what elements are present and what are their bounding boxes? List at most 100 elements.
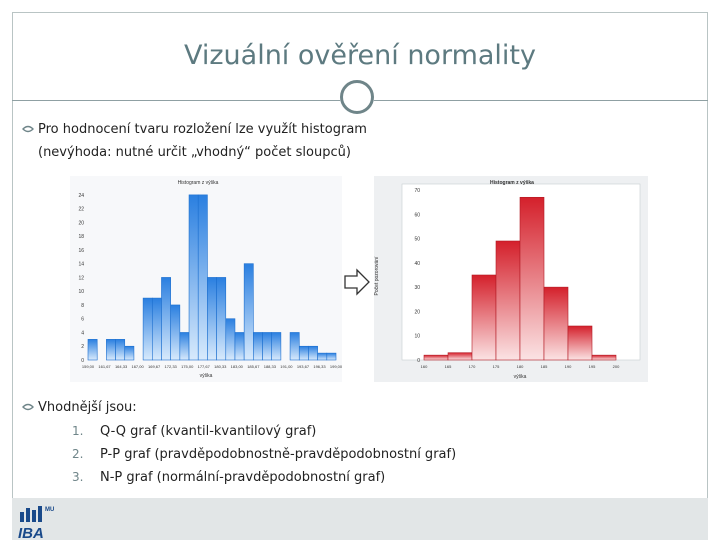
- blue-xtick-label: 177,67: [198, 364, 211, 369]
- red-bar: [591, 354, 617, 361]
- red-bar: [423, 354, 449, 361]
- blue-bar: [326, 352, 337, 361]
- blue-ytick-label: 6: [81, 317, 84, 323]
- blue-bar: [115, 339, 126, 361]
- bullet-line-1: Pro hodnocení tvaru rozložení lze využít…: [38, 122, 367, 137]
- red-ytick-label: 30: [414, 285, 420, 291]
- blue-ytick-label: 12: [78, 275, 84, 281]
- blue-chart-xlabel: výška: [200, 373, 213, 379]
- list-item: 3. N-P graf (normální-pravděpodobnostní …: [72, 466, 456, 489]
- red-xtick-label: 170: [469, 364, 476, 369]
- bullet-icon: [22, 403, 34, 411]
- blue-xtick-label: 188,33: [264, 364, 277, 369]
- red-chart-ylabel: Počet pozorování: [374, 256, 380, 296]
- blue-ytick-label: 0: [81, 358, 84, 364]
- list-text: N-P graf (normální-pravděpodobnostní gra…: [100, 470, 386, 485]
- blue-xtick-label: 161,67: [98, 364, 111, 369]
- red-ytick-label: 0: [417, 358, 420, 364]
- iba-logo: MU IBA: [18, 506, 54, 540]
- blue-ytick-label: 8: [81, 303, 84, 309]
- blue-bar: [142, 297, 153, 361]
- red-ytick-label: 40: [414, 261, 420, 267]
- blue-ytick-label: 2: [81, 344, 84, 350]
- blue-xtick-label: 159,00: [82, 364, 95, 369]
- list-number: 1.: [72, 424, 84, 438]
- red-chart-title: Histogram z výška: [490, 180, 534, 186]
- blue-bar: [106, 339, 116, 361]
- blue-xtick-label: 167,00: [131, 364, 144, 369]
- bullet-icon: [22, 125, 34, 133]
- blue-ytick-label: 14: [78, 262, 84, 268]
- methods-list: 1. Q-Q graf (kvantil-kvantilový graf) 2.…: [72, 420, 456, 489]
- red-bar: [543, 286, 569, 361]
- blue-xtick-label: 199,00: [330, 364, 342, 369]
- blue-bar: [308, 345, 318, 361]
- title-divider-left: [12, 100, 340, 101]
- blue-ytick-label: 10: [78, 289, 84, 295]
- list-number: 2.: [72, 447, 84, 461]
- blue-bar: [161, 277, 171, 361]
- red-chart-xlabel: výška: [514, 374, 527, 380]
- red-xtick-label: 200: [613, 364, 620, 369]
- blue-bar: [124, 345, 135, 361]
- slide-title: Vizuální ověření normality: [183, 40, 536, 71]
- red-bar: [447, 352, 473, 361]
- blue-xtick-label: 191,00: [280, 364, 293, 369]
- blue-bar: [253, 332, 263, 361]
- blue-ytick-label: 18: [78, 234, 84, 240]
- blue-xtick-label: 169,67: [148, 364, 161, 369]
- red-ytick-label: 50: [414, 237, 420, 243]
- list-number: 3.: [72, 470, 84, 484]
- blue-bar: [298, 345, 309, 361]
- red-bar: [519, 196, 545, 361]
- list-text: Q-Q graf (kvantil-kvantilový graf): [100, 424, 317, 439]
- blue-bar: [262, 332, 273, 361]
- blue-ytick-label: 16: [78, 248, 84, 254]
- red-xtick-label: 175: [493, 364, 500, 369]
- blue-chart-title: Histogram z výška: [178, 180, 219, 186]
- bullet-text: Vhodnější jsou:: [38, 400, 137, 415]
- red-xtick-label: 160: [421, 364, 428, 369]
- divider-circle-icon: [340, 80, 374, 114]
- histogram-red: Histogram z výška výška Počet pozorování…: [374, 176, 648, 382]
- red-bar: [471, 274, 497, 361]
- blue-bar: [188, 194, 199, 361]
- red-xtick-label: 195: [589, 364, 596, 369]
- blue-ytick-label: 4: [81, 330, 84, 336]
- red-ytick-label: 20: [414, 309, 420, 315]
- blue-bar: [170, 304, 181, 361]
- red-ytick-label: 70: [414, 188, 420, 194]
- title-divider-right: [374, 100, 708, 101]
- logo-text: IBA: [18, 525, 44, 540]
- blue-bar: [87, 339, 98, 361]
- list-item: 1. Q-Q graf (kvantil-kvantilový graf): [72, 420, 456, 443]
- blue-bar: [317, 352, 328, 361]
- red-ytick-label: 10: [414, 334, 420, 340]
- list-item: 2. P-P graf (pravděpodobnostně-pravděpod…: [72, 443, 456, 466]
- footer-bar: [12, 498, 708, 540]
- blue-bar: [207, 277, 217, 361]
- red-bar: [567, 325, 593, 361]
- blue-bar: [151, 297, 162, 361]
- red-xtick-label: 190: [565, 364, 572, 369]
- red-ytick-label: 60: [414, 212, 420, 218]
- blue-xtick-label: 172,33: [165, 364, 178, 369]
- blue-bar: [216, 277, 227, 361]
- list-text: P-P graf (pravděpodobnostně-pravděpodobn…: [100, 447, 457, 462]
- blue-ytick-label: 22: [78, 207, 84, 213]
- blue-xtick-label: 185,67: [247, 364, 260, 369]
- arrow-right-icon: [344, 268, 370, 296]
- bullet-better: Vhodnější jsou:: [22, 396, 137, 419]
- blue-bar: [243, 263, 254, 361]
- blue-xtick-label: 193,67: [297, 364, 310, 369]
- red-bar: [495, 240, 521, 361]
- blue-bar: [271, 332, 282, 361]
- blue-ytick-label: 24: [78, 193, 84, 199]
- logo-small-text: MU: [45, 507, 54, 513]
- bullet-line-2: (nevýhoda: nutné určit „vhodný“ počet sl…: [38, 145, 351, 160]
- blue-xtick-label: 183,00: [231, 364, 244, 369]
- blue-xtick-label: 164,33: [115, 364, 128, 369]
- blue-bar: [234, 332, 245, 361]
- blue-xtick-label: 180,33: [214, 364, 227, 369]
- blue-bar: [197, 194, 208, 361]
